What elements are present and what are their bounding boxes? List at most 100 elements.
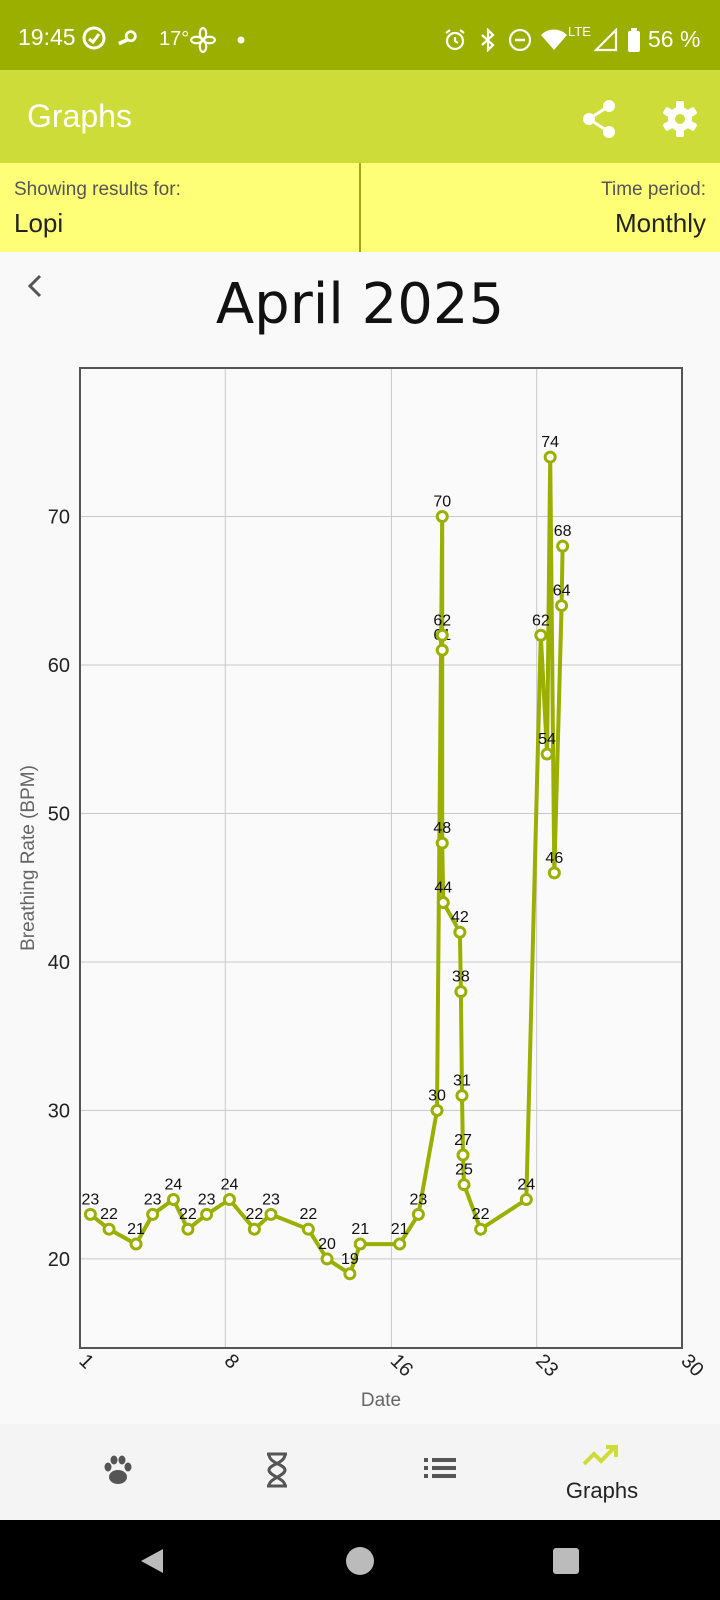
settings-icon[interactable] [655, 94, 705, 144]
data-label: 21 [391, 1221, 409, 1238]
sync-icon [82, 26, 106, 50]
data-label: 24 [221, 1177, 239, 1194]
data-point [129, 1237, 143, 1251]
data-point [83, 1207, 97, 1221]
data-point [457, 1178, 471, 1192]
data-label: 68 [554, 523, 572, 540]
data-point [435, 628, 449, 642]
page-title: Graphs [27, 98, 132, 134]
data-label: 31 [453, 1073, 471, 1090]
bluetooth-icon [481, 28, 495, 52]
trending-up-icon [582, 1445, 618, 1466]
data-label: 21 [127, 1221, 145, 1238]
data-point [222, 1193, 236, 1207]
y-tick-label: 70 [48, 506, 70, 528]
data-label: 70 [433, 493, 451, 510]
time-period-label: Time period: [601, 179, 706, 200]
previous-period-icon[interactable] [22, 270, 50, 302]
paw-icon [104, 1455, 132, 1484]
data-point [547, 866, 561, 880]
nav-item-graphs[interactable]: Graphs [512, 1424, 692, 1520]
data-point [320, 1252, 334, 1266]
data-point [146, 1207, 160, 1221]
data-point [436, 896, 450, 910]
battery-icon [628, 28, 640, 52]
nav-item-timer[interactable] [188, 1424, 368, 1520]
wifi-icon [541, 29, 567, 50]
data-label: 46 [545, 850, 563, 867]
nav-item-list[interactable] [350, 1424, 530, 1520]
data-point [456, 1148, 470, 1162]
data-label: 44 [434, 880, 452, 897]
data-point [543, 450, 557, 464]
data-label: 25 [455, 1162, 473, 1179]
data-label: 62 [433, 612, 451, 629]
x-tick-label: 30 [676, 1350, 707, 1381]
y-tick-label: 60 [48, 655, 70, 677]
data-label: 38 [452, 969, 470, 986]
data-label: 22 [245, 1206, 263, 1223]
data-label: 24 [517, 1177, 535, 1194]
signal-icon [594, 28, 618, 52]
back-icon[interactable] [137, 1546, 167, 1576]
share-icon[interactable] [575, 94, 625, 144]
status-bar: 19:45 17° LTE 56 % [0, 0, 720, 70]
data-point [430, 1103, 444, 1117]
pet-selector-label: Showing results for: [14, 179, 181, 200]
data-label: 23 [144, 1191, 162, 1208]
data-label: 42 [451, 909, 469, 926]
data-point [411, 1207, 425, 1221]
data-point [454, 985, 468, 999]
bottom-navigation: Graphs [0, 1424, 720, 1520]
time-period-selector[interactable]: Time period: Monthly [361, 163, 720, 252]
network-type: LTE [568, 24, 591, 39]
data-point [453, 925, 467, 939]
data-label: 23 [409, 1191, 427, 1208]
x-tick-label: 8 [220, 1350, 243, 1373]
data-label: 54 [538, 731, 556, 748]
nav-item-pets[interactable] [28, 1424, 208, 1520]
data-point [555, 599, 569, 613]
y-axis-title: Breathing Rate (BPM) [18, 765, 39, 951]
data-label: 27 [454, 1132, 472, 1149]
data-label: 23 [262, 1191, 280, 1208]
data-point [353, 1237, 367, 1251]
data-point [301, 1222, 315, 1236]
data-label: 22 [100, 1206, 118, 1223]
data-label: 48 [433, 820, 451, 837]
data-point [200, 1207, 214, 1221]
data-label: 30 [428, 1087, 446, 1104]
data-point [181, 1222, 195, 1236]
battery-level: 56 % [648, 26, 701, 52]
data-label: 62 [532, 612, 550, 629]
temperature: 17° [159, 28, 190, 50]
data-point [435, 509, 449, 523]
hourglass-icon [267, 1452, 287, 1488]
period-title: April 2025 [215, 272, 505, 337]
data-point [247, 1222, 261, 1236]
data-point [393, 1237, 407, 1251]
x-tick-label: 23 [531, 1350, 562, 1381]
data-label: 22 [179, 1206, 197, 1223]
pet-selector[interactable]: Showing results for: Lopi [0, 163, 358, 252]
data-point [519, 1193, 533, 1207]
data-point [102, 1222, 116, 1236]
data-label: 22 [472, 1206, 490, 1223]
y-tick-label: 50 [48, 803, 70, 825]
list-icon [424, 1458, 456, 1478]
data-point [264, 1207, 278, 1221]
data-label: 24 [165, 1177, 183, 1194]
data-label: 23 [198, 1191, 216, 1208]
data-point [540, 747, 554, 761]
time-period-value: Monthly [614, 208, 706, 238]
recents-icon[interactable] [552, 1547, 580, 1575]
data-label: 19 [341, 1251, 359, 1268]
y-tick-label: 30 [48, 1100, 70, 1122]
breathing-rate-chart: 20 30 40 50 60 70 1 8 16 23 30 Date Breathing Rate (… [18, 367, 708, 1410]
x-tick-label: 1 [74, 1350, 97, 1373]
home-icon[interactable] [345, 1546, 375, 1576]
data-point [166, 1193, 180, 1207]
pet-name: Lopi [14, 208, 64, 238]
data-label: 22 [299, 1206, 317, 1223]
data-point [343, 1267, 357, 1281]
